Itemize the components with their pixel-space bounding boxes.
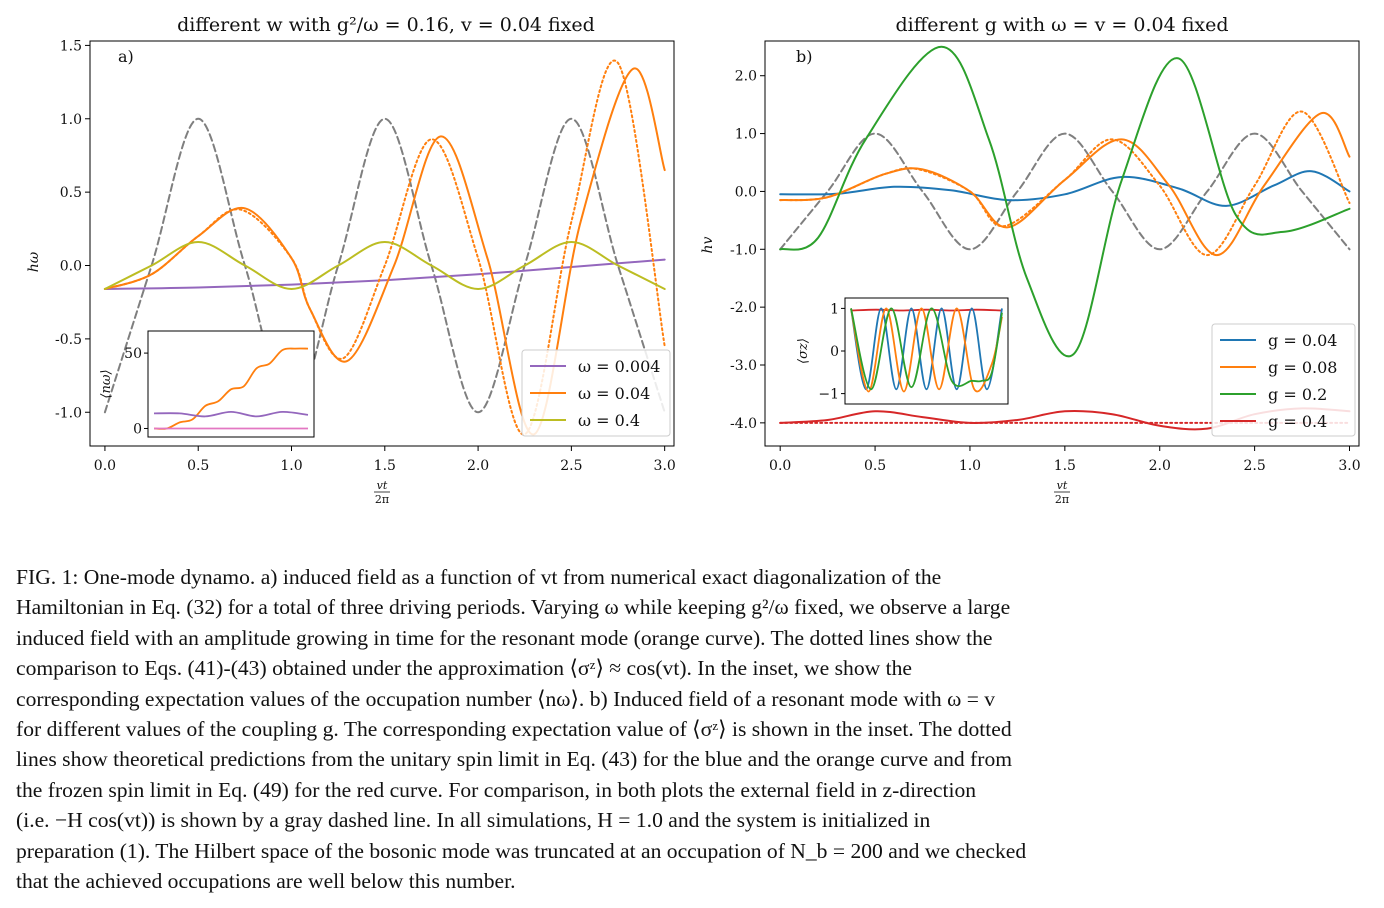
legend-entry-label: g = 0.2 <box>1268 385 1327 404</box>
series-line-dashed-0 <box>779 132 1351 251</box>
y-tick-label: 1.5 <box>60 38 82 54</box>
x-tick-label: 1.0 <box>959 458 981 474</box>
y-tick-label: -3.0 <box>730 358 757 374</box>
inset-plot: 50 0 ⟨nω⟩ <box>99 330 315 438</box>
x-axis-label-denominator: 2π <box>375 493 389 506</box>
inset-series-line-2 <box>850 307 1003 393</box>
x-tick-label: 2.5 <box>560 458 582 474</box>
series-group <box>103 59 666 436</box>
caption-line: preparation (1). The Hilbert space of th… <box>16 838 1027 863</box>
caption-line: FIG. 1: One-mode dynamo. a) induced fiel… <box>16 565 942 589</box>
y-tick-label: -0.5 <box>55 332 82 348</box>
series-line-dotted-3 <box>103 59 666 436</box>
figure: different w with g²/ω = 0.16, v = 0.04 f… <box>26 14 1361 506</box>
x-axis-label-numerator: vt <box>377 479 388 492</box>
y-tick-label: 0.0 <box>735 184 757 200</box>
legend-entry-label: ω = 0.4 <box>578 411 640 430</box>
caption-line: comparison to Eqs. (41)-(43) obtained un… <box>16 656 913 681</box>
caption-line: corresponding expectation values of the … <box>16 686 996 711</box>
x-tick-label: 2.0 <box>1149 458 1171 474</box>
series-line-----0.4 <box>103 240 666 291</box>
x-tick-label: 0.0 <box>769 458 791 474</box>
inset-y-tick-label: 0 <box>133 421 142 437</box>
inset-y-tick-label: −1 <box>818 387 839 403</box>
x-tick-label: 2.5 <box>1243 458 1265 474</box>
y-axis-label: hω <box>26 251 42 272</box>
caption-line: for different values of the coupling g. … <box>16 717 1012 742</box>
caption-line: (i.e. −H cos(vt)) is shown by a gray das… <box>16 808 931 833</box>
panel-label: b) <box>796 47 812 66</box>
legend-entry-label: g = 0.08 <box>1268 358 1337 377</box>
y-tick-label: 1.0 <box>735 127 757 143</box>
caption-line: that the achieved occupations are well b… <box>16 869 516 894</box>
caption-line: lines show theoretical predictions from … <box>16 747 1013 772</box>
inset-plot: 1 0 −1 ⟨σz⟩ <box>796 297 1009 405</box>
inset-series-line-0 <box>850 308 1003 312</box>
x-tick-label: 2.0 <box>467 458 489 474</box>
series-line-----0.004 <box>103 258 666 290</box>
x-tick-label: 1.5 <box>1054 458 1076 474</box>
legend-entry-label: ω = 0.004 <box>578 357 660 376</box>
inset-series-line-1 <box>850 307 1003 391</box>
inset-series-line-0 <box>153 347 309 430</box>
series-line-g---0.04 <box>779 170 1351 207</box>
inset-y-tick-label: 0 <box>830 344 839 360</box>
y-tick-label: -1.0 <box>730 242 757 258</box>
legend-box <box>521 349 671 437</box>
legend-entry-label: g = 0.04 <box>1268 331 1337 350</box>
inset-y-tick-label: 1 <box>830 301 839 317</box>
plot-frame <box>764 40 1360 447</box>
y-tick-label: 2.0 <box>735 69 757 85</box>
plot-frame <box>89 40 675 447</box>
inset-y-axis-label: ⟨nω⟩ <box>99 369 114 398</box>
x-tick-label: 0.0 <box>94 458 116 474</box>
series-line-dotted-3 <box>779 110 1351 257</box>
inset-series-line-3 <box>850 307 1003 391</box>
chart-title: different w with g²/ω = 0.16, v = 0.04 f… <box>177 14 595 36</box>
y-tick-label: -4.0 <box>730 416 757 432</box>
y-tick-label: 0.5 <box>60 185 82 201</box>
y-tick-label: 0.0 <box>60 259 82 275</box>
x-axis-label-denominator: 2π <box>1055 493 1069 506</box>
chart-panel-a: different w with g²/ω = 0.16, v = 0.04 f… <box>26 14 676 506</box>
chart-title: different g with ω = v = 0.04 fixed <box>895 14 1228 36</box>
inset-series-line-1 <box>153 410 309 418</box>
caption-line: Hamiltonian in Eq. (32) for a total of t… <box>16 595 1011 620</box>
series-line-----0.04 <box>103 67 666 436</box>
x-axis-label-numerator: vt <box>1057 479 1068 492</box>
y-tick-label: -2.0 <box>730 300 757 316</box>
legend-entry-label: g = 0.4 <box>1268 412 1327 431</box>
inset-frame <box>147 330 315 438</box>
y-tick-label: 1.0 <box>60 112 82 128</box>
y-axis-label: hv <box>700 236 716 253</box>
x-tick-label: 3.0 <box>654 458 676 474</box>
legend-entry-label: ω = 0.04 <box>578 384 650 403</box>
legend: g = 0.04 g = 0.08 g = 0.2 g = 0.4 <box>1211 323 1356 437</box>
series-line-dashed-0 <box>103 117 666 414</box>
caption-line: the frozen spin limit in Eq. (49) for th… <box>16 777 977 802</box>
inset-frame <box>844 297 1009 405</box>
x-tick-label: 0.5 <box>187 458 209 474</box>
chart-panel-b: different g with ω = v = 0.04 fixed 0.0 0.… <box>700 14 1361 506</box>
y-tick-label: -1.0 <box>55 405 82 421</box>
inset-y-tick-label: 50 <box>124 346 142 362</box>
inset-y-axis-label: ⟨σz⟩ <box>796 338 811 364</box>
legend: ω = 0.004 ω = 0.04 ω = 0.4 <box>521 349 671 437</box>
panel-label: a) <box>118 47 134 66</box>
caption-line: induced field with an amplitude growing … <box>16 625 993 650</box>
x-tick-label: 0.5 <box>864 458 886 474</box>
figure-caption: FIG. 1: One-mode dynamo. a) induced fiel… <box>16 562 1372 896</box>
series-line-g---0.2 <box>779 45 1351 358</box>
x-tick-label: 1.5 <box>374 458 396 474</box>
x-tick-label: 3.0 <box>1338 458 1360 474</box>
x-tick-label: 1.0 <box>280 458 302 474</box>
legend-box <box>1211 323 1356 437</box>
